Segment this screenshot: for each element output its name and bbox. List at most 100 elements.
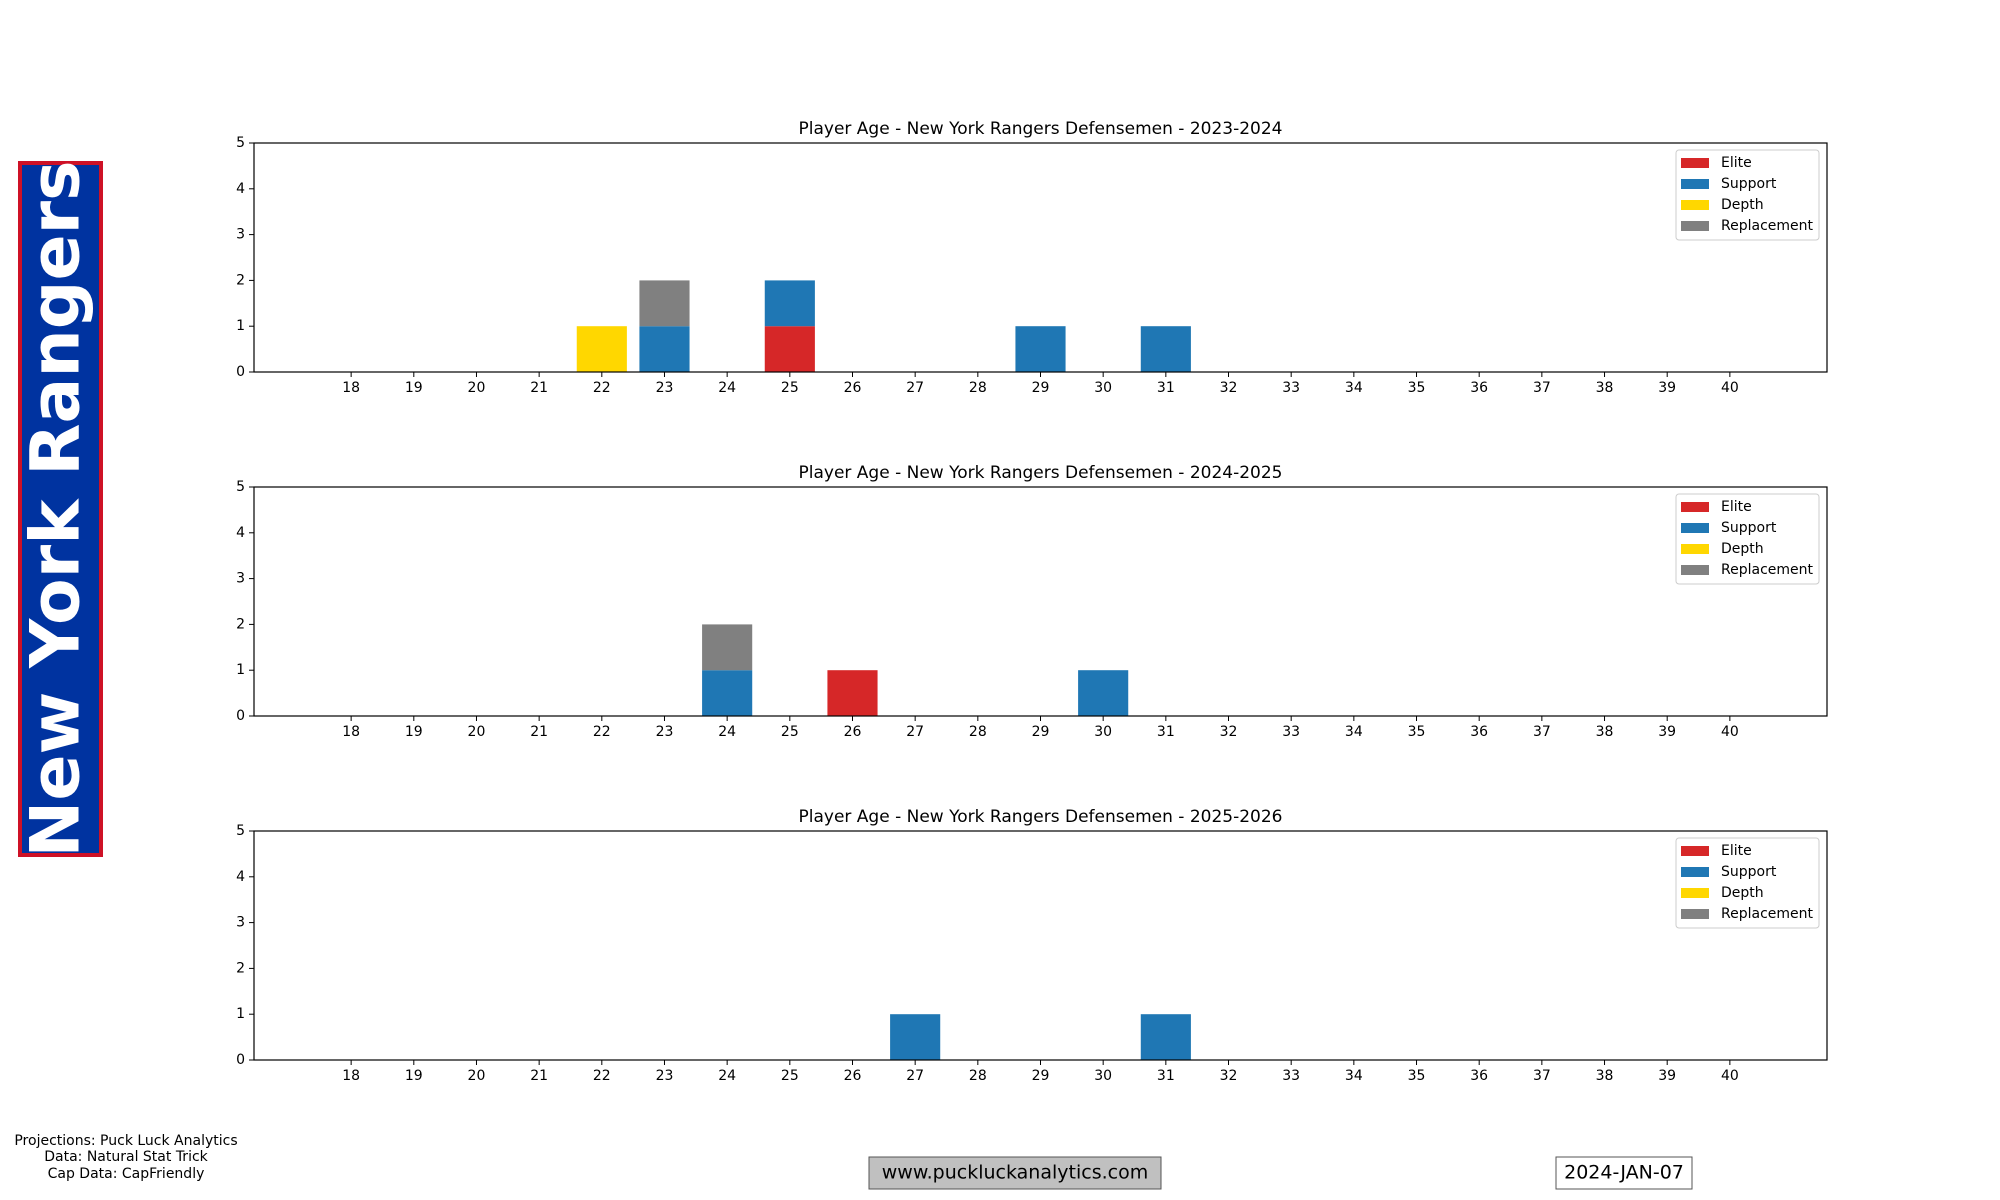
x-tick-label: 23 — [656, 1068, 674, 1084]
date-box — [1555, 1156, 1693, 1190]
x-tick-label: 24 — [718, 724, 736, 740]
y-tick-label: 3 — [236, 915, 245, 931]
x-tick-label: 27 — [906, 380, 924, 396]
x-tick-label: 34 — [1345, 1068, 1363, 1084]
legend-label: Elite — [1721, 843, 1752, 859]
x-tick-label: 36 — [1470, 1068, 1488, 1084]
x-tick-label: 18 — [342, 724, 360, 740]
x-tick-label: 27 — [906, 1068, 924, 1084]
x-tick-label: 19 — [405, 380, 423, 396]
x-tick-label: 38 — [1596, 724, 1614, 740]
x-tick-label: 20 — [468, 1068, 486, 1084]
credit: Cap Data: CapFriendly — [48, 1166, 205, 1182]
x-tick-label: 21 — [530, 380, 548, 396]
legend-swatch — [1681, 888, 1709, 898]
x-tick-label: 18 — [342, 380, 360, 396]
y-tick-label: 5 — [236, 135, 245, 151]
x-tick-label: 18 — [342, 1068, 360, 1084]
legend-box — [1675, 493, 1820, 585]
legend-swatch — [1681, 544, 1709, 554]
x-tick-label: 29 — [1032, 1068, 1050, 1084]
y-tick-label: 3 — [236, 227, 245, 243]
x-tick-label: 32 — [1220, 724, 1238, 740]
x-tick-label: 30 — [1094, 1068, 1112, 1084]
x-tick-label: 24 — [718, 1068, 736, 1084]
bar — [702, 670, 753, 716]
x-tick-label: 30 — [1094, 380, 1112, 396]
x-tick-label: 40 — [1721, 724, 1739, 740]
bar — [1078, 670, 1129, 716]
x-tick-label: 37 — [1533, 1068, 1551, 1084]
axes-frame — [253, 142, 1828, 373]
x-tick-label: 20 — [468, 380, 486, 396]
x-tick-label: 23 — [656, 724, 674, 740]
x-tick-label: 31 — [1157, 724, 1175, 740]
x-tick-label: 38 — [1596, 380, 1614, 396]
x-tick-label: 22 — [593, 724, 611, 740]
banner-text: New York Rangers — [17, 160, 96, 857]
y-tick-label: 1 — [236, 662, 245, 678]
banner-box — [18, 161, 103, 857]
chart-title: Player Age - New York Rangers Defensemen… — [799, 119, 1283, 139]
y-tick-label: 2 — [236, 272, 245, 288]
x-tick-label: 32 — [1220, 380, 1238, 396]
bar — [576, 326, 627, 372]
x-tick-label: 30 — [1094, 724, 1112, 740]
x-tick-label: 34 — [1345, 724, 1363, 740]
x-tick-label: 27 — [906, 724, 924, 740]
x-tick-label: 29 — [1032, 380, 1050, 396]
x-tick-label: 35 — [1408, 380, 1426, 396]
legend-swatch — [1681, 846, 1709, 856]
bar — [890, 1014, 941, 1060]
x-tick-label: 31 — [1157, 380, 1175, 396]
legend-label: Elite — [1721, 499, 1752, 515]
x-tick-label: 25 — [781, 380, 799, 396]
x-tick-label: 19 — [405, 1068, 423, 1084]
credit: Data: Natural Stat Trick — [44, 1149, 208, 1165]
x-tick-label: 38 — [1596, 1068, 1614, 1084]
bar — [702, 624, 753, 671]
y-tick-label: 0 — [236, 708, 245, 724]
y-tick-label: 1 — [236, 1006, 245, 1022]
x-tick-label: 39 — [1658, 1068, 1676, 1084]
legend-label: Depth — [1721, 885, 1764, 901]
legend-swatch — [1681, 158, 1709, 168]
x-tick-label: 37 — [1533, 380, 1551, 396]
axes-frame — [253, 486, 1828, 717]
bar — [827, 670, 878, 716]
x-tick-label: 33 — [1282, 1068, 1300, 1084]
y-tick-label: 5 — [236, 479, 245, 495]
legend-label: Support — [1721, 864, 1777, 880]
chart-title: Player Age - New York Rangers Defensemen… — [799, 463, 1283, 483]
x-tick-label: 20 — [468, 724, 486, 740]
x-tick-label: 25 — [781, 724, 799, 740]
x-tick-label: 22 — [593, 380, 611, 396]
legend-swatch — [1681, 179, 1709, 189]
x-tick-label: 22 — [593, 1068, 611, 1084]
x-tick-label: 35 — [1408, 1068, 1426, 1084]
y-tick-label: 0 — [236, 1052, 245, 1068]
x-tick-label: 26 — [844, 380, 862, 396]
legend-swatch — [1681, 867, 1709, 877]
x-tick-label: 36 — [1470, 724, 1488, 740]
x-tick-label: 32 — [1220, 1068, 1238, 1084]
legend-label: Support — [1721, 176, 1777, 192]
x-tick-label: 19 — [405, 724, 423, 740]
y-tick-label: 5 — [236, 823, 245, 839]
legend-label: Depth — [1721, 197, 1764, 213]
legend-label: Replacement — [1721, 906, 1814, 922]
x-tick-label: 34 — [1345, 380, 1363, 396]
legend-label: Replacement — [1721, 562, 1814, 578]
credit: Projections: Puck Luck Analytics — [14, 1133, 237, 1149]
x-tick-label: 25 — [781, 1068, 799, 1084]
bar — [764, 326, 815, 372]
legend-swatch — [1681, 221, 1709, 231]
x-tick-label: 40 — [1721, 1068, 1739, 1084]
legend-label: Elite — [1721, 155, 1752, 171]
legend-label: Support — [1721, 520, 1777, 536]
legend-box — [1675, 837, 1820, 929]
y-tick-label: 2 — [236, 960, 245, 976]
bar — [1015, 326, 1066, 372]
